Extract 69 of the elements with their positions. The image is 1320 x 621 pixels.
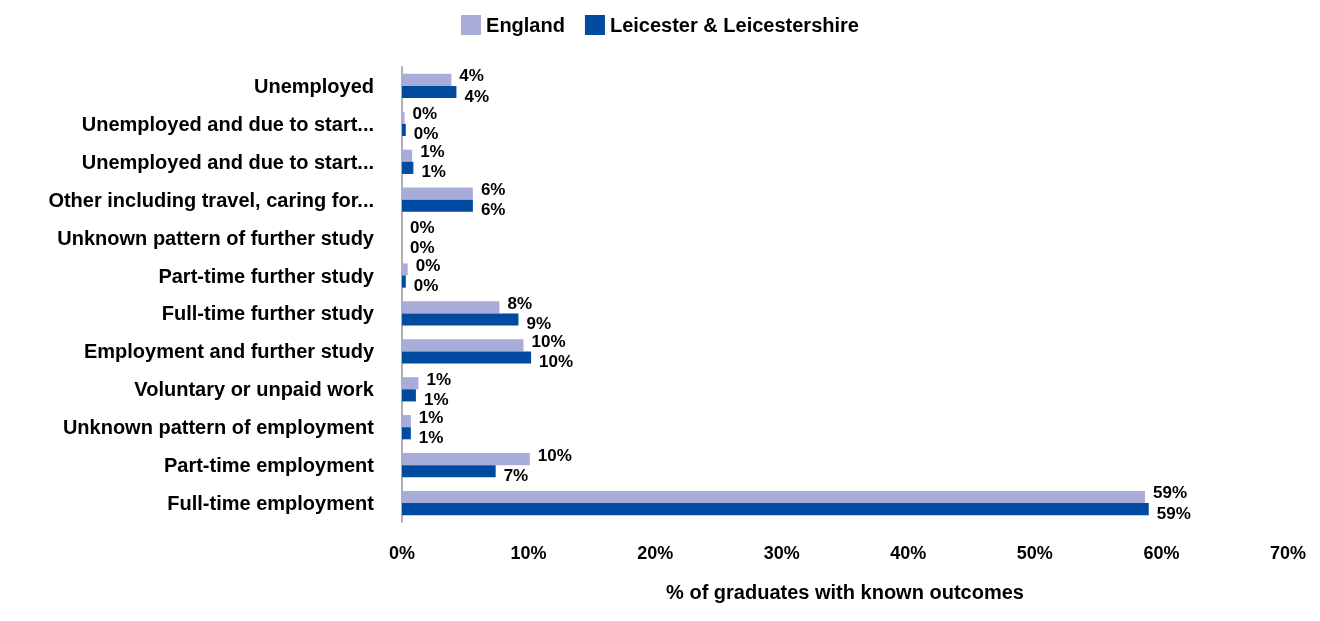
bar [402, 85, 457, 99]
bar [402, 149, 413, 162]
data-label: 0% [410, 238, 435, 258]
bar [402, 490, 1145, 504]
y-tick-label: Unemployed and due to start... [81, 112, 374, 135]
y-tick-label: Unemployed [253, 74, 374, 97]
bar [402, 313, 519, 326]
data-label: 1% [420, 142, 445, 162]
data-label: 1% [421, 162, 446, 182]
bar [402, 389, 416, 402]
x-tick-label: 20% [637, 543, 674, 563]
bar [402, 427, 411, 440]
bar [402, 199, 473, 212]
data-label: 4% [464, 86, 489, 106]
x-tick-label: 30% [763, 543, 800, 563]
bar [402, 503, 1149, 516]
data-label: 0% [415, 255, 441, 275]
data-label: 7% [503, 465, 529, 485]
bar [402, 275, 406, 288]
y-tick-label: Other including travel, caring for... [48, 188, 374, 211]
x-tick-label: 40% [890, 543, 927, 563]
y-tick-label: Unknown pattern of employment [62, 416, 375, 439]
bar [402, 377, 419, 390]
y-tick-label: Full-time employment [167, 492, 375, 515]
bar [402, 111, 405, 124]
x-tick-label: 50% [1016, 543, 1053, 563]
data-label: 0% [410, 218, 435, 238]
y-tick-label: Voluntary or unpaid work [134, 378, 375, 401]
data-label: 0% [413, 124, 439, 144]
bar [402, 123, 406, 137]
x-tick-label: 10% [510, 543, 547, 563]
y-tick-label: Unemployed and due to start... [81, 150, 374, 173]
y-tick-label: Unknown pattern of further study [57, 226, 375, 249]
data-label: 6% [480, 200, 506, 220]
data-label: 1% [426, 369, 452, 389]
data-label: 8% [507, 293, 533, 313]
data-label: 6% [480, 180, 506, 200]
data-label: 4% [459, 66, 484, 86]
data-label: 1% [423, 389, 449, 409]
data-label: 10% [531, 331, 566, 351]
data-label: 59% [1156, 503, 1191, 523]
bar [402, 351, 532, 364]
bar [402, 465, 496, 478]
bar [402, 415, 411, 428]
x-axis-title: % of graduates with known outcomes [666, 581, 1024, 603]
x-tick-label: 70% [1269, 543, 1307, 563]
data-label: 10% [537, 445, 572, 465]
bar [402, 339, 524, 352]
data-label: 10% [539, 351, 574, 371]
bar [402, 263, 408, 276]
bar [402, 161, 414, 174]
bar [402, 301, 500, 314]
data-label: 0% [413, 276, 439, 296]
x-tick-label: 0% [388, 543, 416, 563]
y-tick-label: Full-time further study [161, 302, 375, 325]
y-tick-label: Employment and further study [83, 340, 375, 363]
x-tick-label: 60% [1143, 543, 1180, 563]
bar [402, 452, 530, 466]
data-label: 59% [1152, 483, 1188, 503]
legend-label: Leicester & Leicestershire [609, 14, 859, 36]
bar [402, 73, 452, 86]
data-label: 1% [418, 407, 444, 427]
data-label: 0% [412, 104, 438, 124]
data-label: 9% [526, 314, 552, 334]
y-tick-label: Part-time employment [163, 454, 375, 477]
data-label: 1% [418, 427, 444, 447]
bar [402, 187, 473, 200]
y-tick-label: Part-time further study [158, 264, 375, 287]
legend-label: England [486, 14, 565, 36]
